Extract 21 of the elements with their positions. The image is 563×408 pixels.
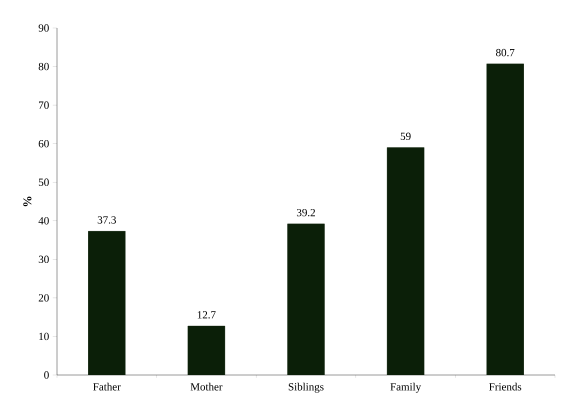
x-tick-label: Siblings	[288, 382, 324, 393]
y-tick-label: 70	[38, 101, 49, 109]
y-tick-label: 50	[38, 178, 49, 186]
y-tick-label: 0	[44, 371, 49, 379]
data-label: 37.3	[98, 216, 116, 224]
y-tick-label: 10	[39, 332, 49, 340]
y-tick-label: 20	[38, 294, 49, 302]
y-tick-label: 80	[38, 62, 49, 70]
y-tick-label: 40	[38, 217, 49, 224]
data-label: 59	[400, 132, 411, 140]
y-tick-label: 30	[38, 256, 49, 264]
y-tick-label: 90	[38, 24, 49, 32]
x-tick-label: Family	[390, 382, 422, 393]
data-label: 80.7	[496, 48, 514, 56]
y-axis-title: %	[23, 196, 32, 206]
x-tick-label: Mother	[190, 382, 222, 390]
x-tick-label: Father	[93, 382, 121, 390]
data-label: 12.7	[198, 311, 216, 319]
x-tick-label: Friends	[489, 382, 522, 390]
y-tick-label: 60	[38, 140, 49, 148]
data-label: 39.2	[296, 208, 315, 216]
